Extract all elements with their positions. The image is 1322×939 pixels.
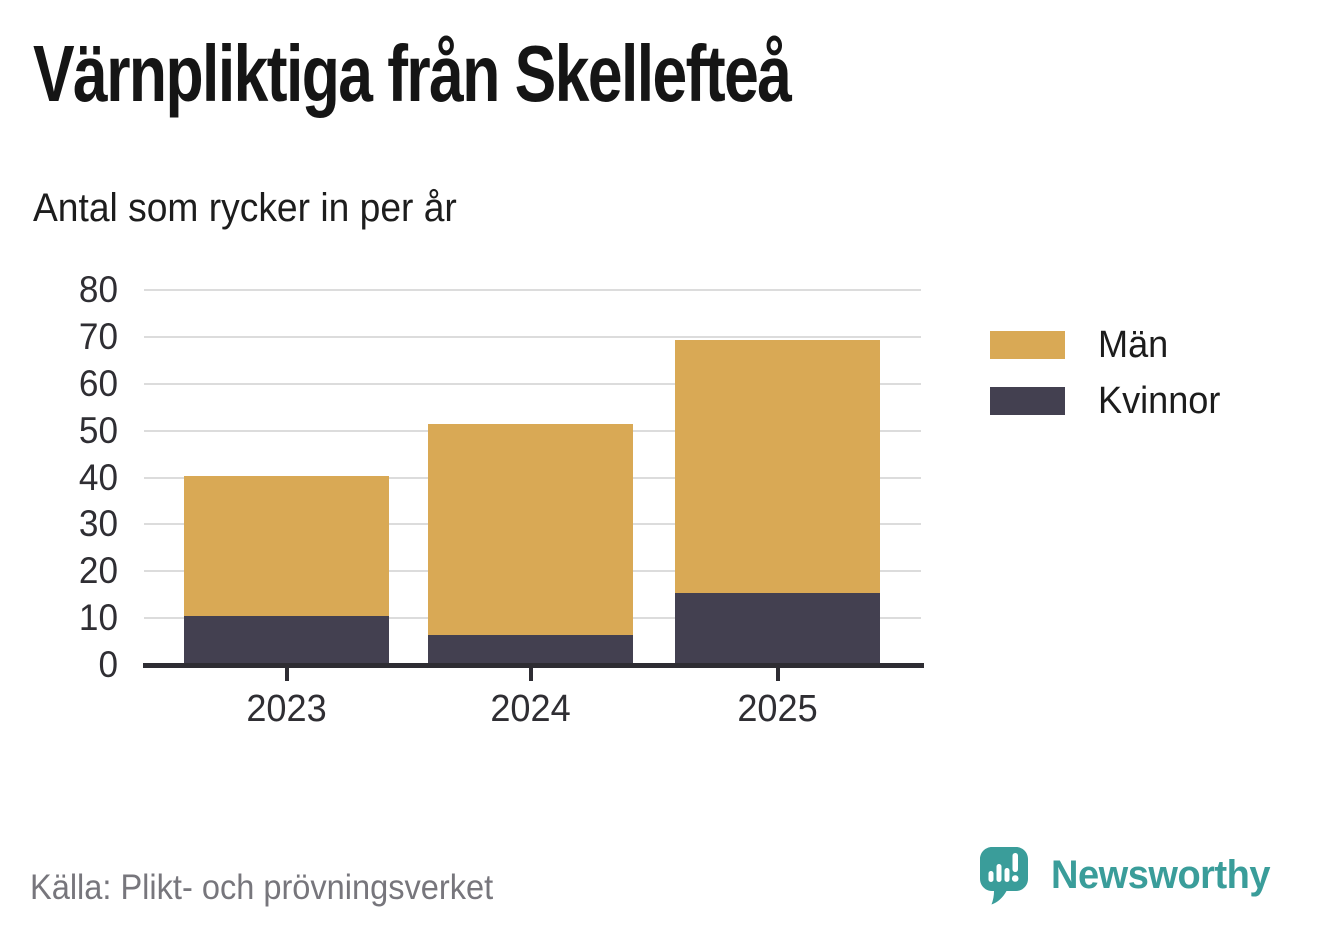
y-axis-tick-label: 10 xyxy=(78,597,118,639)
gridline xyxy=(144,382,921,385)
y-axis-tick-label: 80 xyxy=(78,269,118,310)
x-axis-label: 2025 xyxy=(737,688,818,730)
brand-wordmark: Newsworthy xyxy=(1051,853,1271,897)
bar-segment-kvinnor xyxy=(675,592,880,663)
y-axis-tick-label: 70 xyxy=(78,315,118,357)
legend-swatch-kvinnor xyxy=(990,387,1065,415)
legend-swatch-män xyxy=(990,331,1065,359)
y-axis-tick-label: 20 xyxy=(78,550,118,592)
source-note: Källa: Plikt- och prövningsverket xyxy=(30,868,494,907)
x-axis-label: 2023 xyxy=(246,688,327,730)
y-axis-tick-label: 30 xyxy=(78,503,118,545)
y-axis-tick-label: 50 xyxy=(78,409,118,451)
x-axis-tick xyxy=(775,668,780,681)
y-axis-tick-label: 40 xyxy=(78,456,118,498)
x-axis-line xyxy=(143,663,924,668)
bar-segment-män xyxy=(428,423,633,635)
plot-area: 2023 2024 2025 xyxy=(143,289,924,730)
bar-segment-män xyxy=(184,475,389,617)
legend-label: Kvinnor xyxy=(1098,380,1221,422)
chart-subtitle: Antal som rycker in per år xyxy=(33,186,457,230)
legend-item-kvinnor: Kvinnor xyxy=(990,382,1227,420)
bar-segment-män xyxy=(675,339,880,593)
x-axis-tick xyxy=(284,668,289,681)
gridline xyxy=(144,335,921,338)
y-axis-tick-label: 60 xyxy=(78,362,118,404)
bar-segment-kvinnor xyxy=(184,616,389,663)
x-axis-tick xyxy=(528,668,533,681)
legend-label: Män xyxy=(1098,324,1169,366)
gridline xyxy=(144,289,921,291)
legend-item-män: Män xyxy=(990,326,1227,364)
newsworthy-logo: Newsworthy xyxy=(980,847,1282,905)
page-title: Värnpliktiga från Skellefteå xyxy=(33,29,792,118)
x-axis-label: 2024 xyxy=(490,688,571,730)
y-axis-tick-label: 0 xyxy=(98,644,118,685)
speech-bubble-bar-chart-icon xyxy=(980,847,1028,905)
bar-segment-kvinnor xyxy=(428,634,633,663)
legend: Män Kvinnor xyxy=(990,326,1227,443)
